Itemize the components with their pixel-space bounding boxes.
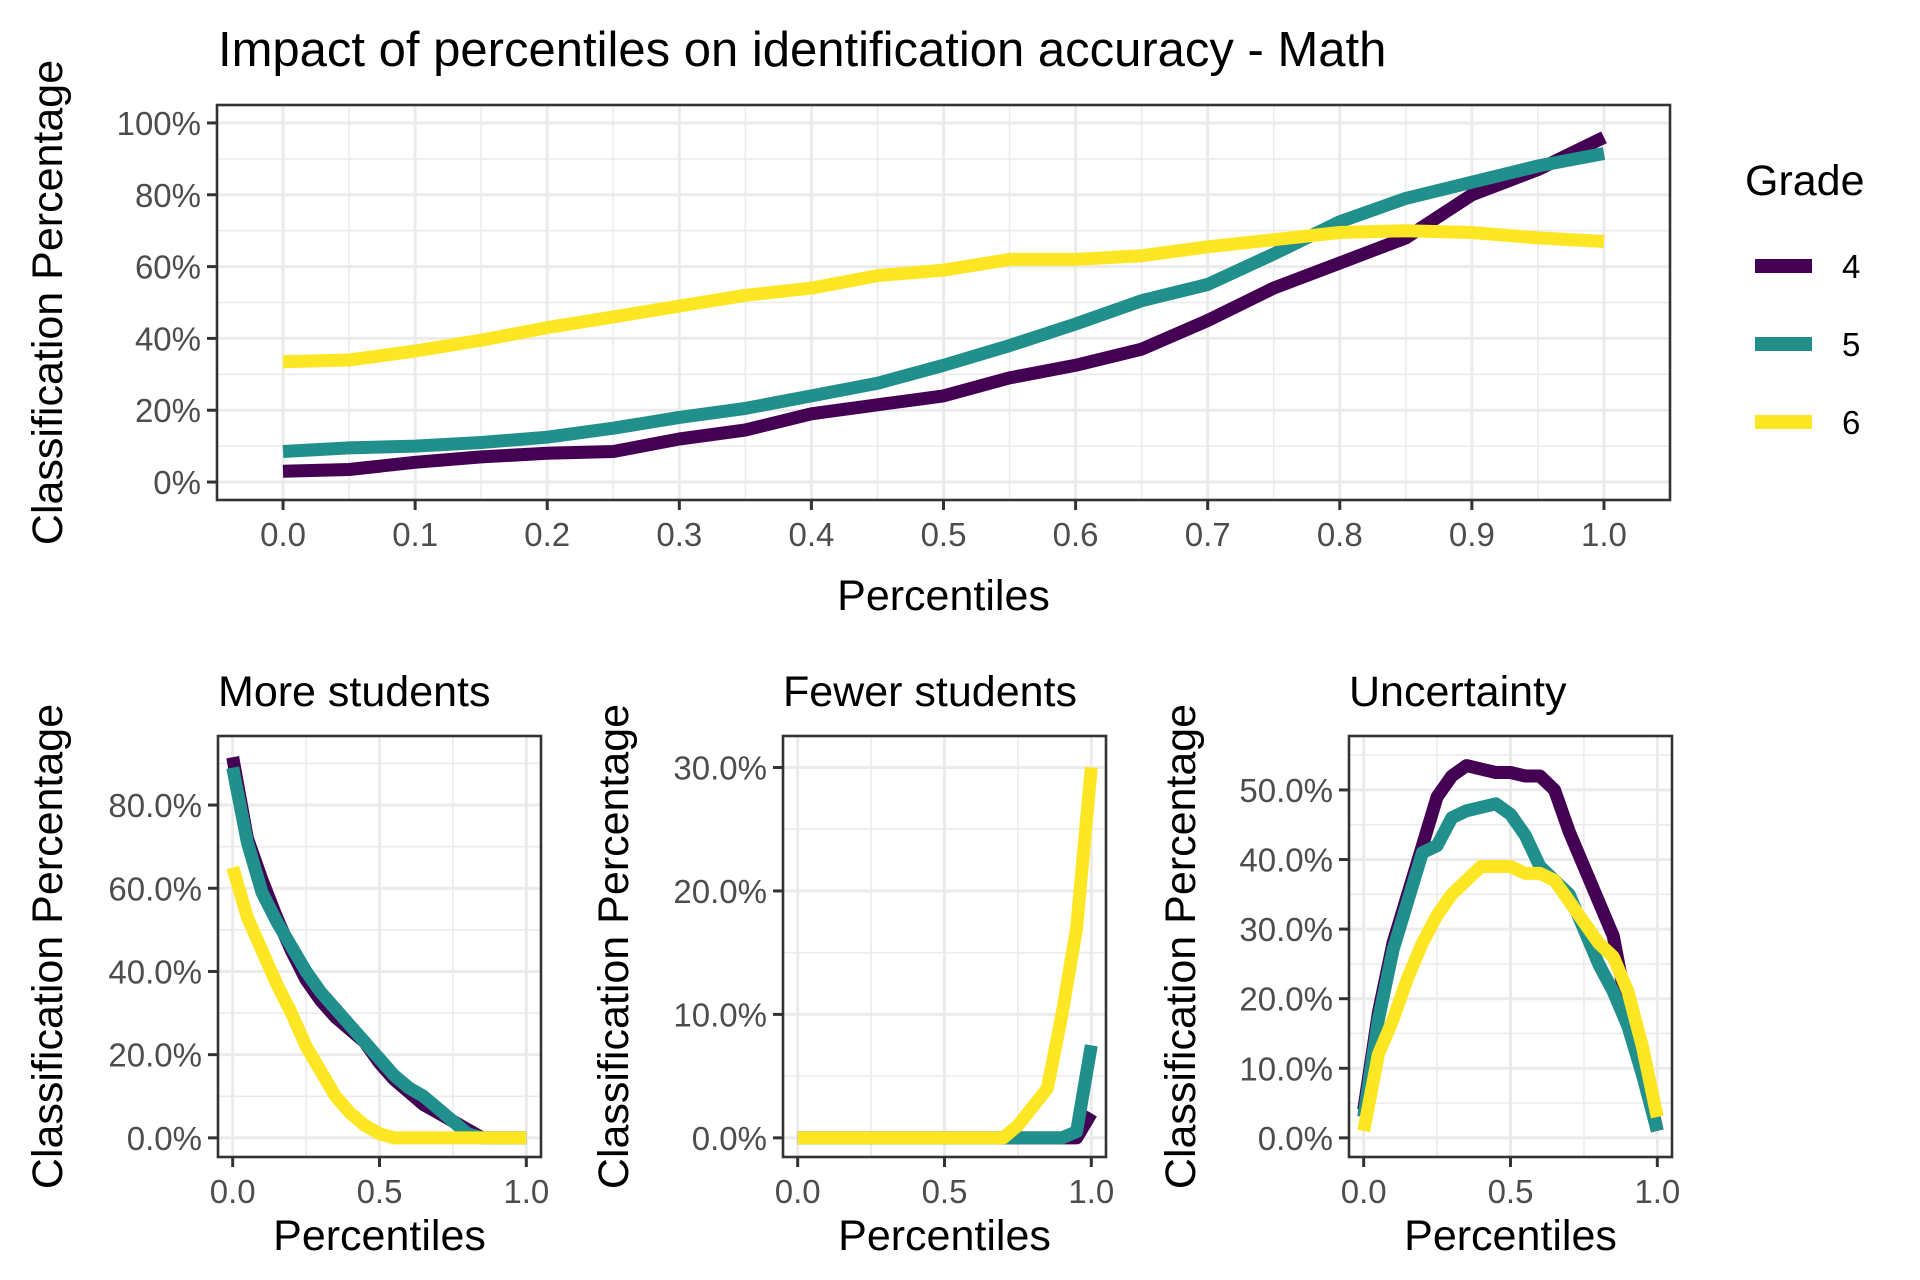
y-axis-title: Classification Percentage <box>24 60 72 545</box>
panel-title: More students <box>218 668 490 716</box>
legend-item-grade-5: 5 <box>1755 326 1860 363</box>
x-tick-label: 0.5 <box>921 516 967 553</box>
y-tick-label: 0.0% <box>1258 1120 1333 1157</box>
y-tick-label: 50.0% <box>1239 772 1333 809</box>
x-tick-label: 1.0 <box>503 1173 549 1210</box>
panel-0: 0.0 0.1 0.2 0.3 0.4 0.5 0.6 0.7 0.8 0.9 1.0 0% 20% 40… <box>24 60 1672 620</box>
y-tick-label: 100% <box>117 105 201 142</box>
legend-label: 5 <box>1842 326 1860 363</box>
x-tick-label: 0.2 <box>524 516 570 553</box>
x-axis-title: Percentiles <box>837 572 1050 620</box>
legend-item-grade-4: 4 <box>1755 248 1860 285</box>
y-tick-label: 20% <box>135 392 201 429</box>
y-tick-label: 30.0% <box>673 749 767 786</box>
y-tick-label: 0.0% <box>127 1120 202 1157</box>
y-tick-label: 10.0% <box>673 996 767 1033</box>
y-tick-label: 10.0% <box>1239 1050 1333 1087</box>
y-tick-label: 80% <box>135 177 201 214</box>
series-line-grade-4 <box>282 131 1607 478</box>
y-tick-label: 40.0% <box>108 953 202 990</box>
x-tick-label: 0.5 <box>922 1173 968 1210</box>
chart-title: Impact of percentiles on identification … <box>218 23 1386 77</box>
series-line-grade-5 <box>1357 797 1664 1133</box>
x-tick-label: 0.6 <box>1053 516 1099 553</box>
y-tick-label: 80.0% <box>108 787 202 824</box>
y-axis-title: Classification Percentage <box>24 704 72 1189</box>
panel-title: Fewer students <box>783 668 1077 716</box>
series-line-grade-5 <box>282 147 1606 458</box>
series-line-grade-6 <box>797 766 1098 1145</box>
panel-3: 0.0 0.5 1.0 0.0% 10.0% 20.0% 30.0% 40.0% 50.0% Pe… <box>1157 668 1680 1260</box>
x-tick-label: 0.0 <box>775 1173 821 1210</box>
x-tick-label: 0.8 <box>1317 516 1363 553</box>
x-tick-label: 0.7 <box>1185 516 1231 553</box>
x-tick-label: 0.0 <box>260 516 306 553</box>
series-line-grade-6 <box>282 224 1605 369</box>
panel-2: 0.0 0.5 1.0 0.0% 10.0% 20.0% 30.0% Percentiles C… <box>590 668 1114 1260</box>
x-axis-title: Percentiles <box>838 1212 1051 1260</box>
x-tick-label: 0.3 <box>656 516 702 553</box>
x-tick-label: 1.0 <box>1634 1173 1680 1210</box>
x-tick-label: 0.9 <box>1449 516 1495 553</box>
x-axis-title: Percentiles <box>1404 1212 1617 1260</box>
legend-label: 6 <box>1842 404 1860 441</box>
series-line-grade-6 <box>226 865 527 1145</box>
x-tick-label: 0.4 <box>788 516 834 553</box>
y-tick-label: 60.0% <box>108 870 202 907</box>
legend-label: 4 <box>1842 248 1860 285</box>
x-tick-label: 0.5 <box>1488 1173 1534 1210</box>
y-tick-label: 40% <box>135 320 201 357</box>
y-tick-label: 20.0% <box>1239 981 1333 1018</box>
series-line-grade-6 <box>1357 860 1664 1133</box>
panel-title: Uncertainty <box>1349 668 1567 716</box>
y-tick-label: 60% <box>135 249 201 286</box>
x-tick-label: 0.5 <box>357 1173 403 1210</box>
y-tick-label: 20.0% <box>108 1037 202 1074</box>
legend: Grade 4 5 6 <box>1745 157 1865 441</box>
x-tick-label: 1.0 <box>1068 1173 1114 1210</box>
y-tick-label: 40.0% <box>1239 842 1333 879</box>
y-tick-label: 20.0% <box>673 873 767 910</box>
legend-item-grade-6: 6 <box>1755 404 1860 441</box>
x-tick-label: 0.1 <box>392 516 438 553</box>
y-tick-label: 0% <box>153 464 201 501</box>
x-tick-label: 1.0 <box>1581 516 1627 553</box>
y-tick-label: 0.0% <box>692 1120 767 1157</box>
x-axis-title: Percentiles <box>273 1212 486 1260</box>
legend-title: Grade <box>1745 157 1865 205</box>
y-axis-title: Classification Percentage <box>590 704 638 1189</box>
x-tick-label: 0.0 <box>1341 1173 1387 1210</box>
y-axis-title: Classification Percentage <box>1157 704 1205 1189</box>
x-tick-label: 0.0 <box>210 1173 256 1210</box>
y-tick-label: 30.0% <box>1239 911 1333 948</box>
panel-1: 0.0 0.5 1.0 0.0% 20.0% 40.0% 60.0% 80.0% Percent… <box>24 668 549 1260</box>
